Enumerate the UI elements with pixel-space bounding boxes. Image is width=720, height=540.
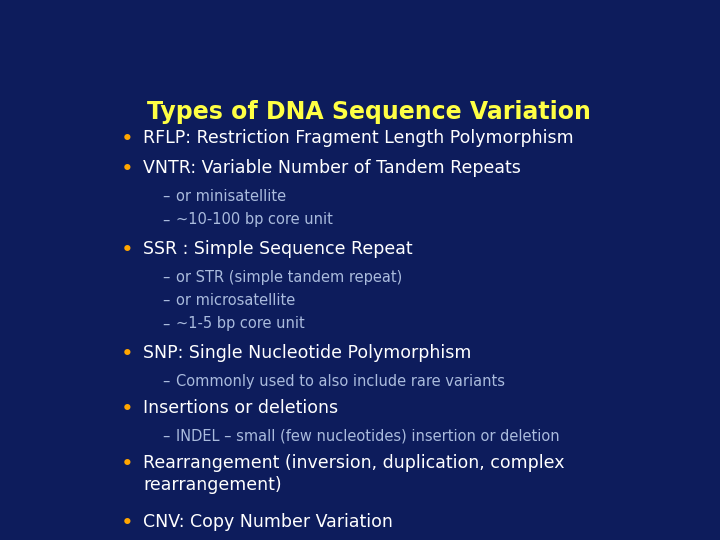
Text: SSR : Simple Sequence Repeat: SSR : Simple Sequence Repeat: [143, 240, 413, 258]
Text: –: –: [163, 293, 170, 308]
Text: •: •: [121, 240, 133, 260]
Text: –: –: [163, 212, 170, 227]
Text: or STR (simple tandem repeat): or STR (simple tandem repeat): [176, 270, 402, 285]
Text: –: –: [163, 374, 170, 389]
Text: RFLP: Restriction Fragment Length Polymorphism: RFLP: Restriction Fragment Length Polymo…: [143, 129, 574, 147]
Text: –: –: [163, 316, 170, 332]
Text: Insertions or deletions: Insertions or deletions: [143, 399, 338, 417]
Text: Commonly used to also include rare variants: Commonly used to also include rare varia…: [176, 374, 505, 389]
Text: Rearrangement (inversion, duplication, complex
rearrangement): Rearrangement (inversion, duplication, c…: [143, 454, 564, 494]
Text: Types of DNA Sequence Variation: Types of DNA Sequence Variation: [147, 100, 591, 124]
Text: •: •: [121, 159, 133, 179]
Text: •: •: [121, 514, 133, 534]
Text: •: •: [121, 344, 133, 364]
Text: VNTR: Variable Number of Tandem Repeats: VNTR: Variable Number of Tandem Repeats: [143, 159, 521, 177]
Text: •: •: [121, 399, 133, 418]
Text: –: –: [163, 270, 170, 285]
Text: ~10-100 bp core unit: ~10-100 bp core unit: [176, 212, 333, 227]
Text: ~1-5 bp core unit: ~1-5 bp core unit: [176, 316, 305, 332]
Text: •: •: [121, 129, 133, 149]
Text: or minisatellite: or minisatellite: [176, 189, 287, 204]
Text: INDEL – small (few nucleotides) insertion or deletion: INDEL – small (few nucleotides) insertio…: [176, 429, 560, 444]
Text: –: –: [163, 189, 170, 204]
Text: or microsatellite: or microsatellite: [176, 293, 296, 308]
Text: CNV: Copy Number Variation: CNV: Copy Number Variation: [143, 514, 393, 531]
Text: –: –: [163, 429, 170, 444]
Text: •: •: [121, 454, 133, 474]
Text: SNP: Single Nucleotide Polymorphism: SNP: Single Nucleotide Polymorphism: [143, 344, 472, 362]
